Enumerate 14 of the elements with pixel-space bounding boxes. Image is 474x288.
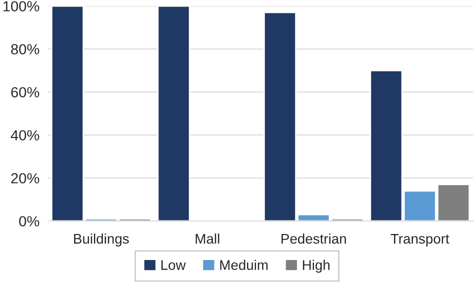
legend-label: Low <box>161 260 186 270</box>
bar <box>157 6 190 221</box>
legend-label: High <box>302 260 330 273</box>
y-tick-label: 20% <box>11 173 40 184</box>
x-tick-label: Mall <box>196 234 220 244</box>
y-tick-label: 0% <box>19 216 40 226</box>
y-tick-label: 60% <box>11 87 40 98</box>
x-tick-label: Transport <box>390 234 450 246</box>
x-tick-label: Buildings <box>74 234 129 246</box>
y-tick-label: 40% <box>10 130 40 140</box>
legend-label: Meduim <box>220 260 268 270</box>
y-tick-label: 100% <box>3 1 40 12</box>
y-tick-label: 80% <box>11 44 40 54</box>
x-tick-label: Pedestrian <box>282 234 346 244</box>
